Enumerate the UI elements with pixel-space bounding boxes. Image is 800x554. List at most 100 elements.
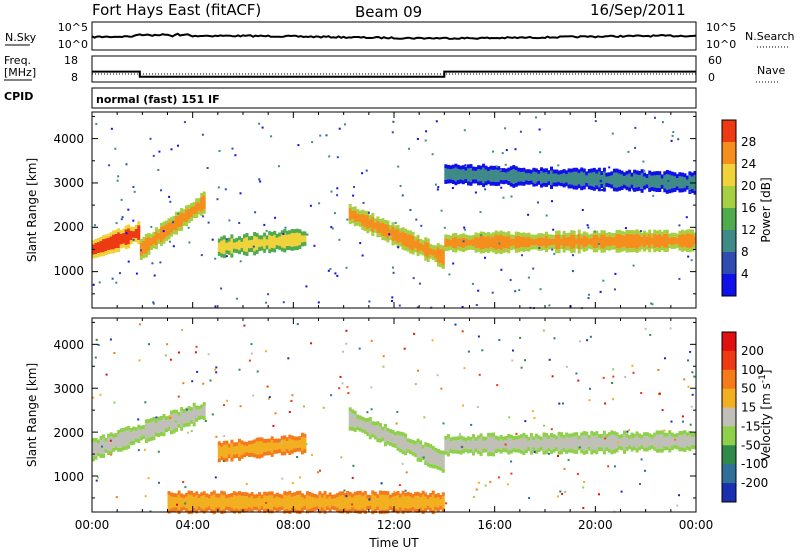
power-band-0-cell [122, 232, 126, 244]
power-band-0-edge [97, 238, 100, 243]
power-band-4-cell [547, 238, 551, 246]
velocity-scatter-point [620, 490, 623, 493]
velocity-scatter-point [550, 428, 553, 431]
velocity-band-0-cell [129, 431, 133, 442]
power-band-3-edge [441, 245, 445, 250]
power-band-5-edge [625, 186, 629, 191]
velocity-scatter-point [222, 460, 225, 462]
power-band-4-edge [585, 232, 589, 237]
velocity-band-4-edge [232, 491, 236, 496]
velocity-band-3-edge [590, 450, 594, 455]
power-band-4-cell [655, 234, 659, 248]
power-band-0-edge [112, 249, 116, 254]
power-band-5-edge [489, 165, 493, 170]
velocity-colorbar-tick: 200 [741, 344, 764, 358]
power-scatter-point [282, 232, 285, 235]
velocity-scatter-point [168, 415, 171, 418]
velocity-band-2-edge [399, 431, 402, 436]
power-scatter-point [98, 281, 101, 284]
power-band-4-cell [489, 237, 493, 248]
power-band-5-edge [585, 171, 589, 176]
power-band-3-cell [386, 224, 390, 239]
velocity-band-4-edge [436, 493, 440, 498]
velocity-band-3-edge [562, 447, 566, 452]
power-band-3-cell [434, 249, 438, 258]
velocity-scatter-point [436, 374, 439, 377]
velocity-band-3-edge [499, 434, 503, 439]
velocity-band-0-edge [159, 431, 163, 436]
power-band-3-edge [376, 233, 380, 238]
velocity-band-2-edge [416, 438, 420, 443]
velocity-band-4-edge [310, 507, 314, 512]
velocity-band-3-edge [537, 435, 541, 440]
power-band-4-edge [469, 235, 473, 240]
power-band-3-edge [378, 219, 382, 223]
power-band-0-edge [134, 238, 138, 243]
power-scatter-point [311, 141, 314, 144]
power-band-4-edge [645, 232, 649, 237]
power-band-5-edge [658, 171, 662, 176]
velocity-band-1-cell [290, 439, 294, 450]
power-band-2-edge [288, 230, 292, 235]
power-band-4-cell [653, 233, 657, 249]
velocity-band-3-edge [565, 449, 569, 454]
velocity-scatter-point [209, 379, 212, 382]
velocity-band-1-edge [217, 441, 221, 446]
velocity-band-0-cell [109, 436, 113, 451]
velocity-band-3-cell [474, 441, 478, 449]
power-band-4-cell [545, 235, 548, 249]
velocity-band-3-cell [610, 434, 614, 451]
power-band-5-edge [665, 170, 669, 174]
velocity-band-3-edge [532, 447, 536, 452]
power-scatter-point [353, 186, 355, 188]
velocity-scatter-point [181, 328, 184, 331]
velocity-band-3-cell [552, 438, 556, 449]
velocity-band-4-cell [394, 496, 397, 509]
power-band-5-edge [645, 174, 649, 178]
power-scatter-point [328, 155, 331, 158]
power-band-5-cell [504, 172, 508, 180]
velocity-band-0-edge [167, 415, 171, 420]
velocity-band-1-edge [295, 436, 299, 441]
velocity-band-3-edge [595, 431, 599, 436]
power-band-4-edge [685, 248, 689, 252]
velocity-band-0-cell [124, 430, 128, 446]
velocity-band-3-edge [502, 448, 506, 452]
velocity-scatter-point [305, 443, 308, 446]
power-band-3-cell [404, 232, 408, 247]
velocity-band-3-cell [625, 437, 629, 447]
power-scatter-point [602, 279, 605, 282]
velocity-scatter-point [690, 405, 693, 408]
power-band-4-cell [577, 233, 581, 250]
power-band-4-edge [668, 244, 672, 249]
power-band-5-edge [502, 180, 506, 185]
velocity-scatter-point [604, 437, 607, 440]
velocity-band-1-edge [265, 451, 269, 456]
velocity-band-0-edge [119, 428, 123, 433]
power-band-5-edge [585, 182, 589, 187]
velocity-band-4-edge [328, 508, 332, 513]
power-band-4-cell [499, 234, 503, 251]
velocity-band-4-edge [260, 494, 264, 499]
velocity-band-3-edge [643, 432, 647, 437]
velocity-band-3-cell [587, 438, 591, 447]
power-band-4-cell [618, 233, 621, 249]
velocity-scatter-point [339, 375, 342, 378]
velocity-scatter-point [276, 445, 279, 448]
power-scatter-point [527, 213, 530, 216]
power-colorbar-tick: 16 [741, 201, 756, 215]
power-band-2-edge [250, 235, 254, 240]
power-band-5-cell [580, 171, 584, 187]
power-band-0-edge [97, 253, 100, 258]
power-scatter-point [110, 127, 113, 130]
velocity-band-4-cell [298, 494, 302, 510]
power-band-5-edge [575, 185, 579, 190]
power-band-5-cell [534, 172, 538, 183]
power-scatter-point [391, 131, 394, 134]
velocity-band-3-cell [489, 437, 493, 452]
power-band-3-edge [406, 230, 410, 235]
power-band-4-edge [489, 247, 493, 252]
power-scatter-point [518, 289, 521, 292]
velocity-band-4-edge [235, 508, 239, 513]
power-band-4-edge [645, 245, 649, 250]
